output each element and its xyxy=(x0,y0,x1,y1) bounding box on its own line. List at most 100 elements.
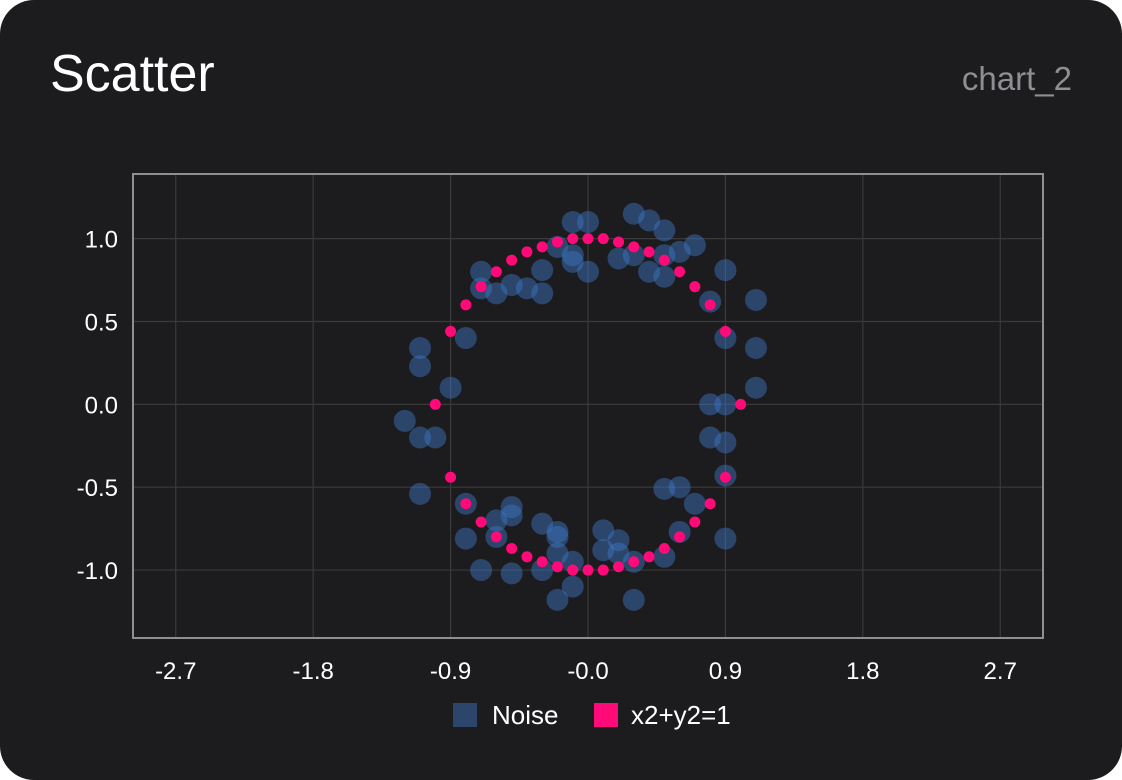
noise-point xyxy=(607,247,630,270)
noise-point xyxy=(515,277,538,300)
noise-point xyxy=(744,376,767,399)
noise-point xyxy=(561,244,584,267)
noise-point xyxy=(470,260,493,283)
noise-point xyxy=(546,542,569,565)
y-tick-label: -1.0 xyxy=(77,558,118,585)
x-tick-label: -0.0 xyxy=(567,658,608,685)
noise-point xyxy=(622,202,645,225)
noise-point xyxy=(409,355,432,378)
circle-point xyxy=(689,516,701,528)
noise-point xyxy=(500,504,523,527)
noise-point xyxy=(668,476,691,499)
circle-point xyxy=(445,471,457,483)
circle-point xyxy=(597,233,609,245)
noise-point xyxy=(714,393,737,416)
circle-point xyxy=(490,266,502,278)
noise-point xyxy=(546,520,569,543)
circle-point xyxy=(613,561,625,573)
noise-point xyxy=(699,426,722,449)
noise-point xyxy=(592,519,615,542)
circle-point xyxy=(506,254,518,266)
noise-point xyxy=(500,562,523,585)
noise-point xyxy=(653,219,676,242)
legend-label-circle: x2+y2=1 xyxy=(631,700,731,730)
y-tick-label: 0.0 xyxy=(85,392,118,419)
noise-point xyxy=(500,496,523,519)
circle-point xyxy=(719,471,731,483)
chart-id-label: chart_2 xyxy=(961,60,1072,97)
noise-point xyxy=(454,527,477,550)
noise-point xyxy=(622,588,645,611)
circle-point xyxy=(521,551,533,563)
noise-point xyxy=(744,288,767,311)
noise-point xyxy=(439,376,462,399)
noise-point xyxy=(714,327,737,350)
noise-point xyxy=(607,542,630,565)
noise-point xyxy=(546,588,569,611)
circle-point xyxy=(429,398,441,410)
noise-point xyxy=(638,260,661,283)
noise-point xyxy=(531,559,554,582)
noise-point xyxy=(561,550,584,573)
noise-point xyxy=(485,509,508,532)
noise-point xyxy=(500,274,523,297)
noise-point xyxy=(714,259,737,282)
noise-point xyxy=(561,250,584,273)
noise-point xyxy=(393,409,416,432)
noise-point xyxy=(638,209,661,232)
noise-point xyxy=(577,260,599,283)
circle-point xyxy=(445,325,457,337)
noise-point xyxy=(668,240,691,263)
legend-label-noise: Noise xyxy=(492,700,558,730)
legend-swatch-circle xyxy=(594,703,618,727)
circle-point xyxy=(582,233,594,245)
noise-point xyxy=(531,259,554,282)
circle-point xyxy=(475,516,487,528)
noise-series xyxy=(393,202,767,611)
y-axis-ticks: 1.0 0.5 0.0 -0.5 -1.0 xyxy=(77,227,118,585)
circle-point xyxy=(735,398,747,410)
circle-point xyxy=(460,498,472,510)
circle-point xyxy=(536,556,548,568)
circle-point xyxy=(674,531,686,543)
circle-point xyxy=(643,551,655,563)
noise-point xyxy=(714,527,737,550)
circle-point xyxy=(704,299,716,311)
noise-point xyxy=(485,282,508,305)
noise-point xyxy=(683,492,706,515)
circle-point xyxy=(628,241,640,253)
x-tick-label: 1.8 xyxy=(846,658,879,685)
y-tick-label: 0.5 xyxy=(85,309,118,336)
circle-point xyxy=(613,236,625,248)
noise-point xyxy=(714,431,737,454)
y-tick-label: -0.5 xyxy=(77,475,118,502)
noise-point xyxy=(622,244,645,267)
noise-point xyxy=(653,265,676,288)
noise-point xyxy=(653,477,676,500)
circle-point xyxy=(658,254,670,266)
noise-point xyxy=(577,211,599,234)
y-tick-label: 1.0 xyxy=(85,227,118,254)
noise-point xyxy=(470,559,493,582)
circle-point xyxy=(521,246,533,258)
noise-point xyxy=(592,539,615,562)
legend: Noise x2+y2=1 xyxy=(453,700,731,730)
circle-point xyxy=(460,299,472,311)
noise-point xyxy=(683,234,706,257)
circle-point xyxy=(475,281,487,293)
circle-point xyxy=(582,564,594,576)
noise-point xyxy=(744,337,767,359)
noise-point xyxy=(531,512,554,535)
noise-point xyxy=(409,337,432,359)
noise-point xyxy=(424,426,447,449)
noise-point xyxy=(531,282,554,305)
circle-point xyxy=(643,246,655,258)
circle-point xyxy=(506,543,518,555)
circle-series xyxy=(429,233,747,576)
noise-point xyxy=(546,525,569,548)
noise-point xyxy=(607,529,630,552)
legend-swatch-noise xyxy=(453,703,477,727)
x-axis-ticks: -2.7 -1.8 -0.9 -0.0 0.9 1.8 2.7 xyxy=(155,658,1017,685)
